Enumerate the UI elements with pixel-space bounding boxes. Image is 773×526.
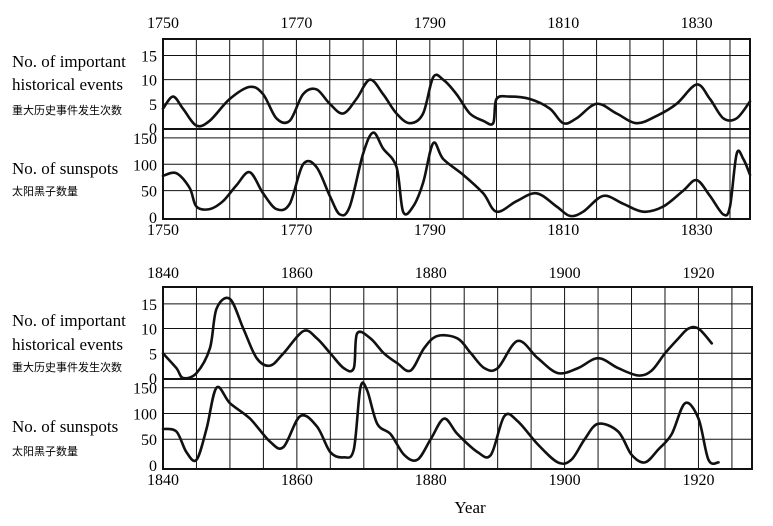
y-tick-label: 10 <box>141 73 157 90</box>
y-tick-label: 100 <box>133 406 157 423</box>
series-label-zh: 重大历史事件发生次数 <box>12 103 122 117</box>
x-tick-label-bottom: 1920 <box>682 472 714 489</box>
x-tick-label-bottom: 1830 <box>681 222 713 239</box>
x-tick-label-top: 1840 <box>147 265 179 282</box>
series-line <box>163 298 712 378</box>
x-tick-label-bottom: 1860 <box>281 472 313 489</box>
x-tick-label-top: 1750 <box>147 15 179 32</box>
x-tick-label-bottom: 1840 <box>147 472 179 489</box>
x-tick-label-top: 1790 <box>414 15 446 32</box>
series-label-zh: 太阳黑子数量 <box>12 445 78 458</box>
x-tick-label-top: 1810 <box>547 15 579 32</box>
series-line <box>163 383 719 464</box>
series-line <box>163 75 750 127</box>
series-label: historical events <box>12 335 123 354</box>
y-tick-label: 15 <box>141 297 157 314</box>
x-tick-label-top: 1880 <box>415 265 447 282</box>
x-tick-label-bottom: 1750 <box>147 222 179 239</box>
x-tick-label-bottom: 1900 <box>549 472 581 489</box>
x-tick-label-top: 1920 <box>682 265 714 282</box>
series-label: No. of important <box>12 52 126 71</box>
series-label: historical events <box>12 75 123 94</box>
y-tick-label: 10 <box>141 322 157 339</box>
y-tick-label: 5 <box>149 346 157 363</box>
x-tick-label-bottom: 1790 <box>414 222 446 239</box>
y-tick-label: 50 <box>141 184 157 201</box>
y-tick-label: 100 <box>133 157 157 174</box>
x-tick-label-bottom: 1770 <box>280 222 312 239</box>
y-tick-label: 150 <box>133 381 157 398</box>
x-tick-label-top: 1860 <box>281 265 313 282</box>
series-line <box>163 133 750 217</box>
x-tick-label-bottom: 1880 <box>415 472 447 489</box>
y-tick-label: 50 <box>141 432 157 449</box>
series-label: No. of important <box>12 311 126 330</box>
series-label-zh: 重大历史事件发生次数 <box>12 360 122 374</box>
x-tick-label-top: 1770 <box>280 15 312 32</box>
y-tick-label: 5 <box>149 97 157 114</box>
x-tick-label-top: 1830 <box>681 15 713 32</box>
x-tick-label-bottom: 1810 <box>547 222 579 239</box>
x-axis-title: Year <box>454 498 486 517</box>
x-tick-label-top: 1900 <box>549 265 581 282</box>
y-tick-label: 15 <box>141 49 157 66</box>
series-label-zh: 太阳黑子数量 <box>12 185 78 198</box>
series-label: No. of sunspots <box>12 417 118 436</box>
y-tick-label: 150 <box>133 131 157 148</box>
series-label: No. of sunspots <box>12 159 118 178</box>
